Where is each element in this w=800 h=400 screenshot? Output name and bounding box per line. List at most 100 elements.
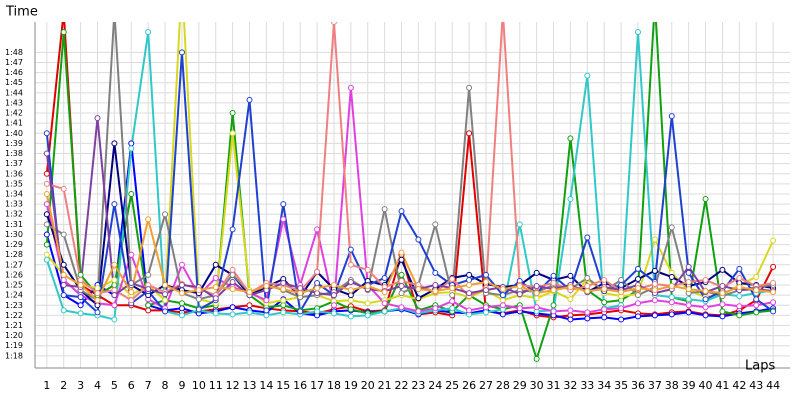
data-point: [145, 307, 152, 314]
x-tick-label: 17: [310, 379, 324, 392]
data-point: [618, 276, 625, 283]
data-point: [466, 290, 473, 297]
y-tick-label: 1:34: [5, 189, 23, 198]
data-point: [263, 297, 270, 304]
data-point: [178, 261, 185, 268]
x-tick-label: 13: [243, 379, 257, 392]
data-point: [415, 295, 422, 302]
x-tick-label: 9: [178, 379, 185, 392]
data-point: [60, 292, 67, 299]
data-point: [567, 307, 574, 314]
data-point: [634, 265, 641, 272]
data-point: [398, 271, 405, 278]
data-point: [432, 288, 439, 295]
data-point: [347, 261, 354, 268]
data-point: [668, 283, 675, 290]
data-point: [567, 296, 574, 303]
data-point: [398, 249, 405, 256]
data-point: [415, 286, 422, 293]
data-point: [398, 283, 405, 290]
data-point: [246, 302, 253, 309]
data-point: [634, 285, 641, 292]
data-point: [246, 289, 253, 296]
data-point: [212, 274, 219, 281]
data-point: [753, 287, 760, 294]
data-point: [314, 285, 321, 292]
x-tick-label: 5: [111, 379, 118, 392]
data-point: [347, 313, 354, 320]
y-tick-label: 1:33: [5, 200, 23, 209]
data-point: [43, 241, 50, 248]
data-point: [584, 274, 591, 281]
x-tick-label: 12: [226, 379, 240, 392]
data-point: [297, 308, 304, 315]
data-point: [482, 271, 489, 278]
data-point: [482, 309, 489, 316]
data-point: [111, 292, 118, 299]
y-tick-label: 1:26: [5, 270, 23, 279]
y-tick-label: 1:29: [5, 240, 23, 249]
data-point: [381, 274, 388, 281]
series-line: [45, 52, 774, 315]
data-point: [94, 309, 101, 316]
y-tick-label: 1:39: [5, 139, 23, 148]
x-tick-label: 1: [43, 379, 50, 392]
data-point: [702, 312, 709, 319]
plot-area: [43, 22, 777, 363]
data-point: [466, 276, 473, 283]
data-point: [719, 266, 726, 273]
y-tick-label: 1:18: [5, 351, 23, 360]
data-point: [43, 256, 50, 263]
data-point: [347, 246, 354, 253]
data-point: [567, 135, 574, 142]
data-point: [533, 355, 540, 362]
y-tick-label: 1:46: [5, 68, 23, 77]
data-point: [753, 273, 760, 280]
data-point: [229, 226, 236, 233]
y-tick-label: 1:28: [5, 250, 23, 259]
y-tick-label: 1:27: [5, 260, 23, 269]
x-tick-label: 44: [766, 379, 780, 392]
y-tick-label: 1:25: [5, 281, 23, 290]
data-point: [618, 316, 625, 323]
data-point: [449, 292, 456, 299]
data-point: [770, 263, 777, 270]
data-point: [229, 110, 236, 117]
data-point: [111, 201, 118, 208]
data-point: [685, 286, 692, 293]
data-point: [651, 297, 658, 304]
data-point: [229, 271, 236, 278]
data-point: [432, 221, 439, 228]
x-tick-label: 22: [395, 379, 409, 392]
x-tick-label: 11: [209, 379, 223, 392]
data-point: [60, 282, 67, 289]
data-point: [449, 298, 456, 305]
data-point: [533, 304, 540, 311]
data-point: [162, 282, 169, 289]
data-point: [634, 29, 641, 36]
data-point: [314, 280, 321, 287]
data-point: [212, 310, 219, 317]
x-tick-label: 41: [715, 379, 729, 392]
data-point: [229, 130, 236, 137]
data-point: [584, 283, 591, 290]
data-point: [111, 287, 118, 294]
data-point: [229, 304, 236, 311]
y-tick-label: 1:35: [5, 179, 23, 188]
data-point: [43, 211, 50, 218]
data-point: [466, 84, 473, 91]
x-tick-label: 8: [162, 379, 169, 392]
data-point: [314, 268, 321, 275]
y-tick-label: 1:23: [5, 301, 23, 310]
data-point: [736, 303, 743, 310]
y-tick-label: 1:42: [5, 109, 23, 118]
x-tick-label: 39: [682, 379, 696, 392]
data-point: [601, 276, 608, 283]
y-tick-label: 1:20: [5, 331, 23, 340]
data-point: [432, 305, 439, 312]
data-point: [77, 302, 84, 309]
data-point: [43, 221, 50, 228]
data-point: [736, 312, 743, 319]
data-point: [466, 282, 473, 289]
data-point: [533, 269, 540, 276]
